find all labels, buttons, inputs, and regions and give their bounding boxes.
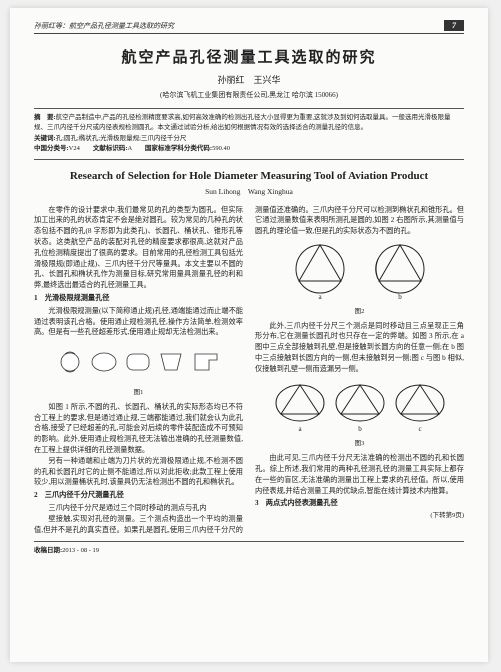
figure-1-svg [49,342,229,382]
paragraph: 三爪内径千分尺是通过三个同时移动的测点与孔内 [34,503,243,514]
page-number: 7 [444,20,464,31]
page: 孙丽红等：航空产品孔径测量工具选取的研究 7 航空产品孔径测量工具选取的研究 孙… [10,8,488,662]
continued-note: (下转第9页) [255,511,464,521]
figure-1: 图1 [34,342,243,398]
abstract-label: 摘 要: [34,114,56,121]
authors-english: Sun Lihong Wang Xinghua [34,186,464,197]
figure-1-caption: 图1 [34,388,243,398]
abstract-block: 摘 要:航空产品制造中,产品的孔径检测精度要求高,如何高效准确的检测出孔径大小显… [34,108,464,160]
section-heading-3: 3 两点式内径表测量孔径 [255,498,464,509]
figure-2-svg: a b [270,241,450,301]
abstract-text-2: 规、三爪内径千分尺或内径表规检测圆孔。本文通过试验分析,给出如何根据情况有效的选… [34,124,367,131]
svg-text:c: c [418,425,421,433]
svg-text:b: b [398,293,402,301]
paragraph: 光滑极限规测量(以下简称通止规)孔径,通端能通过而止端不能通过表明该孔合格。使用… [34,306,243,338]
footer: 收稿日期:2013 - 08 - 19 [34,541,464,554]
paragraph: 此外,三爪内径千分尺三个测点是同时移动且三点呈现正三角形分布,它在测量长圆孔时也… [255,321,464,375]
body-columns: 在零件的设计要求中,我们最常见的孔的类型为圆孔。但实际加工出来的孔的状态肯定不会… [34,205,464,536]
paragraph: 如图 1 所示,不圆的孔、长圆孔、桶状孔的实际形态均已不符合工程上的要求,但是通… [34,402,243,456]
paragraph: 由此可见,三爪内径千分尺无法准确的检测出不圆的孔和长圆孔。综上所述,我们常用的两… [255,453,464,496]
svg-text:a: a [318,293,322,301]
paragraph: 在零件的设计要求中,我们最常见的孔的类型为圆孔。但实际加工出来的孔的状态肯定不会… [34,205,243,291]
abstract-text-1: 航空产品制造中,产品的孔径检测精度要求高,如何高效准确的检测出孔径大小显得更为重… [56,114,451,121]
keywords-text: 孔;圆孔;椭状孔;光滑极限量规;三爪内径千分尺 [56,135,187,142]
classid-text: 590.40 [212,145,230,152]
classid-label: 国家标准学科分类代码: [145,145,212,152]
figure-3-caption: 图3 [255,439,464,449]
figure-2-caption: 图2 [255,307,464,317]
keywords-label: 关键词: [34,135,56,142]
affiliation-chinese: (哈尔滨飞机工业集团有限责任公司,黑龙江 哈尔滨 150066) [34,90,464,100]
received-label: 收稿日期: [34,547,62,554]
section-heading-1: 1 光滑极限规测量孔径 [34,293,243,304]
section-heading-2: 2 三爪内径千分尺测量孔径 [34,490,243,501]
title-english: Research of Selection for Hole Diameter … [34,170,464,182]
paragraph: 另有一种通端和止端为刀片状的光滑极限通止规,不检测不圆的孔和长圆孔时它的止侧不能… [34,456,243,488]
authors-chinese: 孙丽红 王兴华 [34,73,464,86]
svg-text:b: b [358,425,362,433]
figure-2: a b 图2 [255,241,464,317]
doccode-label: 文献标识码: [93,145,128,152]
title-chinese: 航空产品孔径测量工具选取的研究 [34,46,464,67]
running-head-text: 孙丽红等：航空产品孔径测量工具选取的研究 [34,21,174,31]
clc-label: 中国分类号: [34,145,69,152]
svg-text:a: a [298,425,302,433]
running-header: 孙丽红等：航空产品孔径测量工具选取的研究 7 [34,20,464,34]
clc-text: V24 [69,145,80,152]
figure-3-svg: a b c [270,379,450,434]
received-date: 2013 - 08 - 19 [62,547,99,554]
figure-3: a b c 图3 [255,379,464,450]
doccode-text: A [128,145,132,152]
